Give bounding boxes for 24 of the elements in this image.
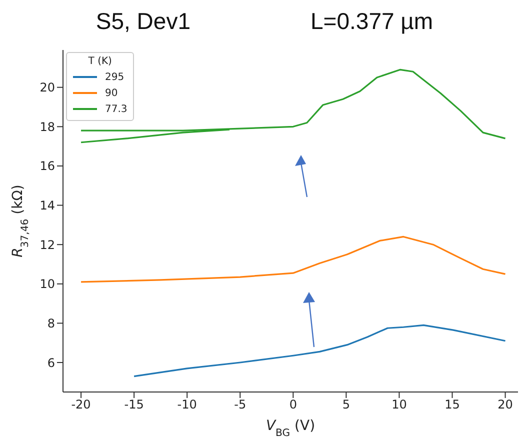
x-tick-label: 5 — [342, 398, 350, 412]
y-tick-label: 12 — [40, 238, 55, 252]
chart-subtitle: L=0.377 µm — [310, 8, 434, 36]
legend-label: 295 — [105, 72, 124, 82]
y-tick-label: 8 — [47, 316, 55, 330]
chart-title: S5, Dev1 — [96, 8, 190, 36]
legend-label: 77.3 — [105, 104, 128, 114]
x-tick-label: 10 — [392, 398, 407, 412]
y-tick-label: 6 — [47, 356, 55, 370]
y-tick-label: 20 — [40, 80, 55, 95]
x-tick-label: -15 — [124, 398, 144, 412]
legend-label: 90 — [105, 88, 118, 98]
x-tick-label: -10 — [177, 398, 197, 412]
x-tick-label: -20 — [71, 398, 91, 412]
x-tick-label: 0 — [289, 398, 297, 412]
legend-title: T (K) — [87, 56, 113, 67]
y-tick-label: 10 — [40, 277, 55, 292]
x-axis-title: V$_{BG}$ (V) — [266, 418, 316, 438]
x-tick-label: 20 — [498, 398, 513, 412]
x-tick-label: -5 — [234, 398, 246, 412]
y-tick-label: 16 — [40, 159, 55, 174]
y-tick-label: 14 — [40, 198, 55, 213]
y-tick-label: 18 — [40, 120, 55, 134]
x-tick-label: 15 — [444, 398, 460, 412]
